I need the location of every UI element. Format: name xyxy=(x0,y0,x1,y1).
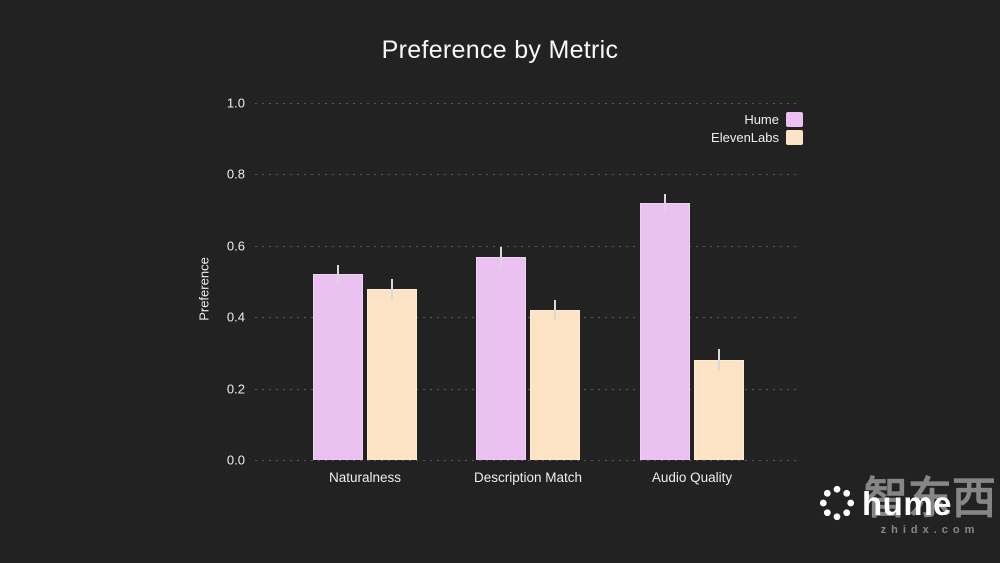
y-tick-label: 0.6 xyxy=(226,238,245,254)
y-tick-label: 0.8 xyxy=(226,166,245,182)
gridline xyxy=(255,245,800,247)
y-tick-label: 1.0 xyxy=(226,95,245,111)
logo-dot xyxy=(819,499,827,507)
logo-dot xyxy=(847,499,855,507)
bar-hume-1 xyxy=(476,256,526,460)
logo-dot xyxy=(843,489,851,497)
logo-dot xyxy=(823,489,831,497)
chart-title: Preference by Metric xyxy=(381,36,619,64)
bar-hume-0 xyxy=(313,274,363,460)
bar-hume-2 xyxy=(640,202,690,460)
legend-item-hume: Hume xyxy=(744,111,803,127)
y-tick-label: 0.0 xyxy=(226,452,245,468)
logo-dot xyxy=(833,513,841,521)
error-bar xyxy=(664,193,666,213)
footer: hume 智东西 zhidx.com xyxy=(818,475,998,554)
gridline xyxy=(255,388,800,390)
hume-dots-ring-icon xyxy=(819,485,855,521)
gridline xyxy=(255,317,800,319)
watermark-domain-text: zhidx.com xyxy=(880,524,980,537)
error-bar xyxy=(391,278,393,299)
error-bar xyxy=(337,265,339,284)
x-tick-label: Description Match xyxy=(473,470,583,485)
logo-dot xyxy=(843,509,851,517)
plot-area: Preference Hume ElevenLabs 0.0 0.2 0.4 0.6 0.… xyxy=(197,96,803,485)
y-tick-label: 0.4 xyxy=(226,309,245,325)
error-bar xyxy=(718,349,720,371)
legend-swatch xyxy=(786,129,803,145)
y-axis-label: Preference xyxy=(196,256,212,321)
logo-dot xyxy=(833,485,841,493)
x-tick-label: Audio Quality xyxy=(651,470,733,485)
error-bar xyxy=(554,300,556,321)
hume-logo: hume xyxy=(818,484,998,522)
bar-elevenlabs-0 xyxy=(367,288,417,460)
bar-elevenlabs-2 xyxy=(694,360,744,460)
logo-dot xyxy=(823,509,831,517)
y-tick-label: 0.2 xyxy=(226,381,245,397)
legend-swatch xyxy=(786,111,803,127)
gridline xyxy=(255,174,800,176)
gridline xyxy=(255,103,800,104)
error-bar xyxy=(500,246,502,267)
bar-elevenlabs-1 xyxy=(530,310,580,460)
gridline xyxy=(255,460,800,461)
legend-label: ElevenLabs xyxy=(711,129,779,145)
legend-label: Hume xyxy=(744,111,779,127)
hume-logo-text: hume xyxy=(862,484,953,522)
legend: Hume ElevenLabs xyxy=(711,111,803,145)
legend-item-elevenlabs: ElevenLabs xyxy=(711,129,803,145)
x-tick-label: Naturalness xyxy=(328,470,402,485)
